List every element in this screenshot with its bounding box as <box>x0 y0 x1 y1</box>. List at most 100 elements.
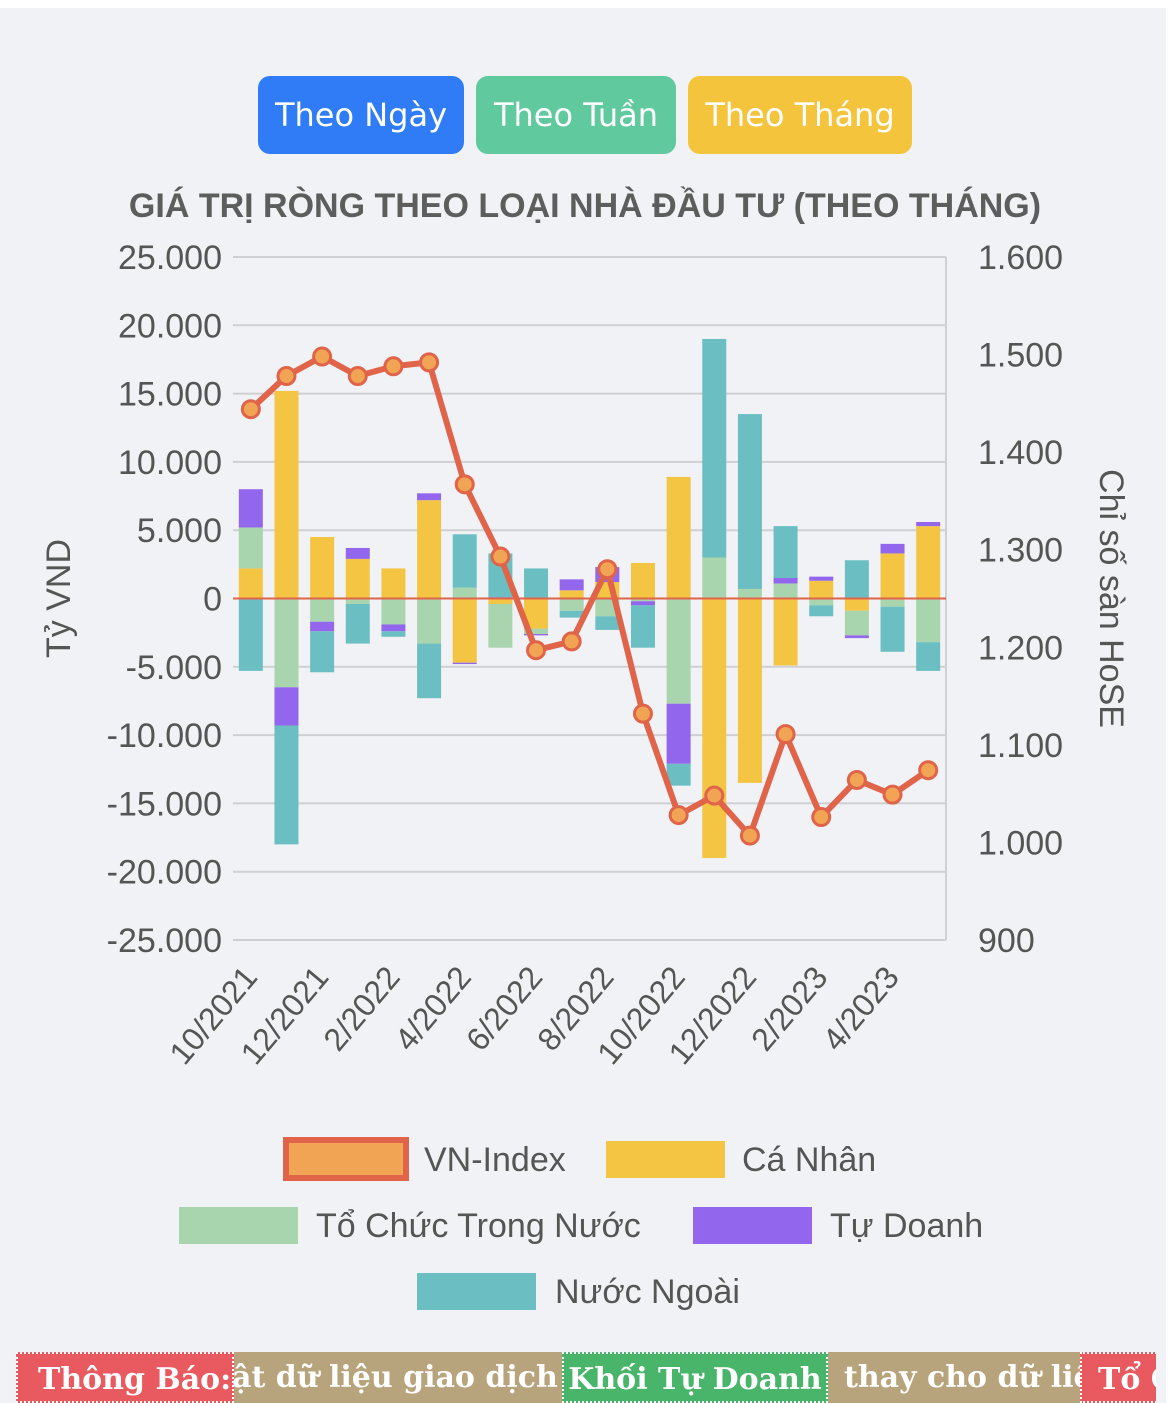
y2-tick-label: 1.500 <box>978 337 1063 375</box>
vn-index-line-layer <box>240 346 939 846</box>
vn-index-point <box>526 640 547 661</box>
bar-nước-ngoài <box>524 568 549 599</box>
y-tick-label: 0 <box>203 581 222 619</box>
tab-theo-thang[interactable]: Theo Tháng <box>688 76 912 154</box>
bar-tự-doanh <box>381 624 406 632</box>
bar-tổ-chức-trong-nước <box>630 598 655 602</box>
bar-nước-ngoài <box>310 631 335 673</box>
y-tick-label: -10.000 <box>107 717 222 755</box>
vn-index-point <box>312 346 333 367</box>
bar-cá-nhân <box>916 526 941 599</box>
vn-index-point <box>419 352 440 373</box>
legend-swatch-tự-doanh <box>693 1207 812 1244</box>
y-tick-label: 20.000 <box>118 307 222 345</box>
vn-index-point <box>240 399 261 420</box>
ticker-label: Thông Báo: <box>16 1352 234 1403</box>
bar-nước-ngoài <box>381 631 406 637</box>
vn-index-point <box>846 769 867 790</box>
bar-tổ-chức-trong-nước <box>809 598 834 606</box>
bar-tự-doanh <box>773 578 798 584</box>
y-tick-label: -15.000 <box>107 785 222 823</box>
bar-nước-ngoài <box>737 414 762 589</box>
vn-index-point <box>276 366 297 387</box>
bar-tự-doanh <box>524 634 549 636</box>
y2-tick-label: 1.200 <box>978 629 1063 667</box>
x-tick-label: 6/2022 <box>459 959 549 1057</box>
bar-nước-ngoài <box>595 616 620 630</box>
legend-label-tổ-chức-trong-nước: Tổ Chức Trong Nước <box>316 1207 641 1245</box>
bar-tổ-chức-trong-nước <box>381 598 406 625</box>
vn-index-point <box>632 703 653 724</box>
net-value-chart: GIÁ TRỊ RÒNG THEO LOẠI NHÀ ĐẦU TƯ (THEO … <box>40 187 1130 1311</box>
bar-nước-ngoài <box>702 338 727 558</box>
bar-tự-doanh <box>630 601 655 606</box>
bar-tổ-chức-trong-nước <box>916 598 941 643</box>
y-tick-label: 15.000 <box>118 376 222 414</box>
bars-layer <box>238 338 941 859</box>
bar-nước-ngoài <box>630 605 655 648</box>
bar-nước-ngoài <box>880 606 905 652</box>
vn-index-point <box>597 559 618 580</box>
bar-cá-nhân <box>844 598 869 611</box>
y2-tick-label: 1.100 <box>978 727 1063 765</box>
bar-nước-ngoài <box>559 610 584 618</box>
bar-nước-ngoài <box>666 763 691 786</box>
x-tick-label: 4/2022 <box>388 959 478 1057</box>
tab-theo-tuan[interactable]: Theo Tuần <box>476 76 676 154</box>
bar-tự-doanh <box>844 635 869 639</box>
y2-tick-label: 1.300 <box>978 532 1063 570</box>
bar-nước-ngoài <box>844 560 869 599</box>
bar-cá-nhân <box>666 476 691 599</box>
vn-index-point <box>704 785 725 806</box>
bar-tổ-chức-trong-nước <box>524 628 549 635</box>
bar-nước-ngoài <box>809 605 834 617</box>
tab-theo-ngay[interactable]: Theo Ngày <box>258 76 464 154</box>
bar-tổ-chức-trong-nước <box>702 557 727 599</box>
y2-tick-label: 900 <box>978 922 1035 960</box>
legend-swatch-vn-index <box>283 1137 409 1181</box>
y2-tick-label: 1.600 <box>978 239 1063 277</box>
notice-ticker: Thông Báo: ật dữ liệu giao dịch của Khối… <box>16 1352 1156 1403</box>
bar-tổ-chức-trong-nước <box>488 603 513 648</box>
legend-label-vn-index: VN-Index <box>424 1141 566 1179</box>
bar-tự-doanh <box>238 489 263 528</box>
legend-label-tự-doanh: Tự Doanh <box>830 1207 983 1245</box>
legend-swatch-tổ-chức-trong-nước <box>179 1207 298 1244</box>
bar-cá-nhân <box>880 553 905 599</box>
bar-cá-nhân <box>630 562 655 599</box>
bar-tự-doanh <box>345 547 370 559</box>
bar-tổ-chức-trong-nước <box>417 598 442 644</box>
bar-tự-doanh <box>274 687 299 726</box>
y-tick-label: 25.000 <box>118 239 222 277</box>
legend-swatch-cá-nhân <box>606 1141 725 1178</box>
chart-title: GIÁ TRỊ RÒNG THEO LOẠI NHÀ ĐẦU TƯ (THEO … <box>129 187 1041 225</box>
bar-nước-ngoài <box>417 643 442 699</box>
vn-index-point <box>347 366 368 387</box>
x-tick-label: 2/2022 <box>316 959 406 1057</box>
vn-index-point <box>739 825 760 846</box>
period-tabs: Theo Ngày Theo Tuần Theo Tháng <box>258 76 912 154</box>
bar-tổ-chức-trong-nước <box>310 598 335 622</box>
bar-tổ-chức-trong-nước <box>559 598 584 611</box>
bar-tổ-chức-trong-nước <box>773 583 798 599</box>
bar-nước-ngoài <box>452 534 477 588</box>
y-tick-label: -25.000 <box>107 922 222 960</box>
bar-nước-ngoài <box>238 598 263 671</box>
ticker-highlight: Tổ C <box>1080 1352 1156 1403</box>
ticker-text: thay cho dữ liệu <box>844 1360 1115 1395</box>
y2-tick-label: 1.000 <box>978 824 1063 862</box>
vn-index-point <box>811 807 832 828</box>
y2-axis-title: Chỉ số sàn HoSE <box>1092 469 1130 728</box>
bar-tự-doanh <box>916 522 941 527</box>
bar-tự-doanh <box>559 579 584 591</box>
y-tick-label: -20.000 <box>107 854 222 892</box>
bar-tự-doanh <box>310 621 335 632</box>
legend-swatch-nước-ngoài <box>417 1273 536 1310</box>
bar-cá-nhân <box>488 598 513 604</box>
vn-index-point <box>561 631 582 652</box>
y-tick-label: 5.000 <box>137 512 222 550</box>
bar-cá-nhân <box>381 568 406 599</box>
ticker-highlight-tu-doanh: Khối Tự Doanh <box>562 1352 828 1403</box>
bar-tổ-chức-trong-nước <box>238 527 263 569</box>
bar-tổ-chức-trong-nước <box>452 587 477 599</box>
